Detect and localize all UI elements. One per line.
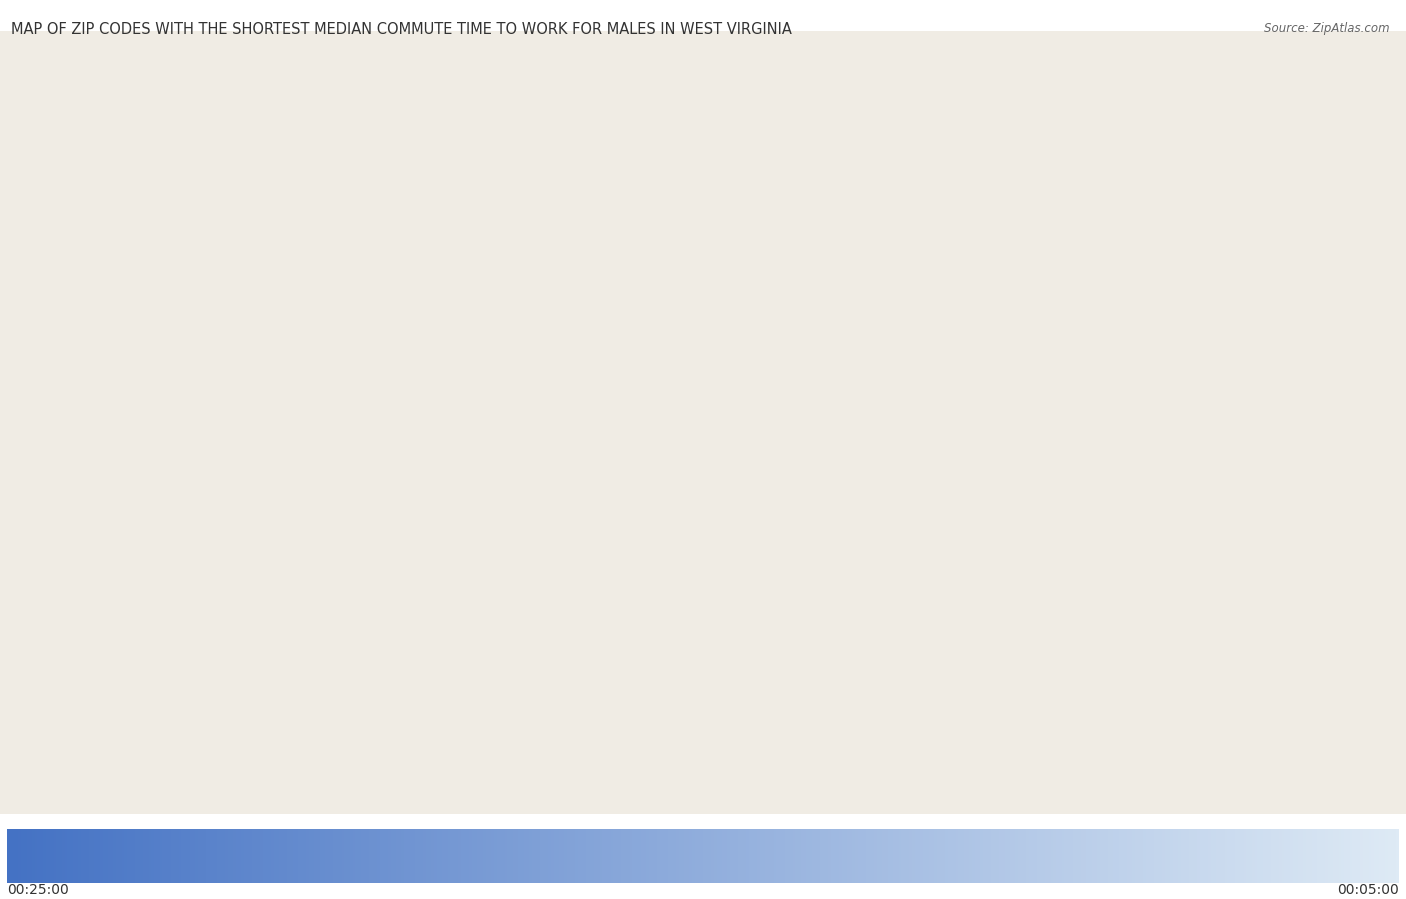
Text: 00:25:00: 00:25:00 <box>7 883 69 897</box>
Text: 00:05:00: 00:05:00 <box>1337 883 1399 897</box>
Text: Source: ZipAtlas.com: Source: ZipAtlas.com <box>1264 22 1389 35</box>
Text: MAP OF ZIP CODES WITH THE SHORTEST MEDIAN COMMUTE TIME TO WORK FOR MALES IN WEST: MAP OF ZIP CODES WITH THE SHORTEST MEDIA… <box>11 22 792 38</box>
